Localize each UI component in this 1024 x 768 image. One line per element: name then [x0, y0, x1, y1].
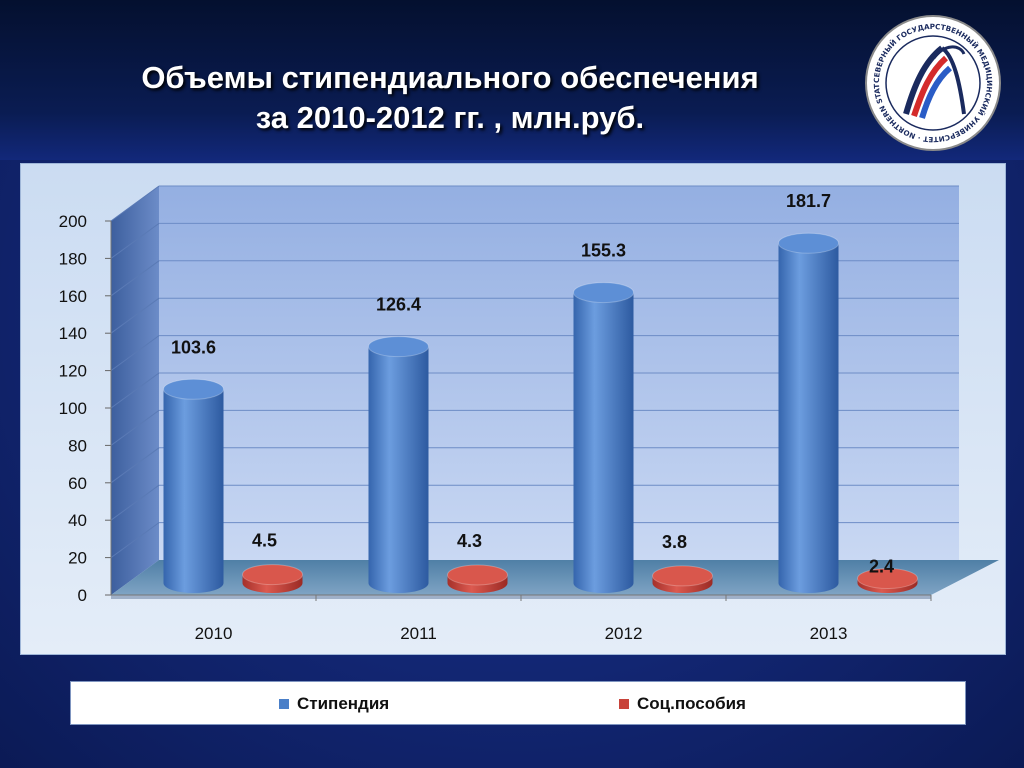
- gridline-side: [110, 222, 160, 259]
- bar-cylinder: [163, 389, 224, 593]
- gridline-side: [110, 335, 160, 372]
- chart-floor: [111, 560, 999, 595]
- gridline-side: [110, 522, 160, 559]
- y-tick-label: 0: [78, 586, 87, 605]
- data-label: 4.5: [252, 531, 277, 551]
- bar-chart: 0 20 40 60 80 100 120 140 160 180 200 2010 2011 2012 2…: [59, 185, 999, 643]
- data-label: 2.4: [869, 557, 894, 577]
- gridline-side: [110, 447, 160, 484]
- university-logo: СЕВЕРНЫЙ ГОСУДАРСТВЕННЫЙ МЕДИЦИНСКИЙ УНИ…: [864, 14, 1001, 151]
- legend-swatch-red: [619, 699, 629, 709]
- data-label: 155.3: [581, 241, 626, 261]
- gridline-side: [110, 185, 160, 222]
- legend-swatch-blue: [279, 699, 289, 709]
- gridline-side: [110, 297, 160, 334]
- bar-cylinder-top: [857, 568, 918, 590]
- legend-item-stipend: Стипендия: [279, 682, 389, 726]
- bar-cylinder-top: [163, 378, 224, 400]
- gridline-side: [110, 260, 160, 297]
- slide-title: Объемы стипендиального обеспечения за 20…: [60, 58, 840, 138]
- chart-panel: 0 20 40 60 80 100 120 140 160 180 200 2010 2011 2012 2…: [20, 163, 1006, 655]
- data-label: 3.8: [662, 532, 687, 552]
- bar-cylinder-top: [652, 565, 713, 587]
- y-tick-label: 200: [59, 212, 87, 231]
- y-tick-label: 140: [59, 324, 87, 343]
- bar-cylinder-top: [368, 336, 429, 358]
- bar-cylinder: [573, 292, 634, 593]
- legend-label-social: Соц.пособия: [637, 694, 746, 713]
- gridline-side: [110, 372, 160, 409]
- y-tick-label: 100: [59, 399, 87, 418]
- y-tick-label: 180: [59, 249, 87, 268]
- legend-item-social: Соц.пособия: [619, 682, 746, 726]
- title-line-2: за 2010-2012 гг. , млн.руб.: [255, 100, 645, 135]
- title-band: [0, 0, 1024, 160]
- chart-legend: Стипендия Соц.пособия: [70, 681, 966, 725]
- y-tick-label: 80: [68, 436, 87, 455]
- x-tick-label: 2012: [605, 624, 643, 643]
- bar-cylinder-top: [242, 564, 303, 586]
- data-label: 103.6: [171, 337, 216, 357]
- y-tick-label: 20: [68, 549, 87, 568]
- bar-cylinder: [368, 346, 429, 593]
- bar-cylinder-top: [447, 564, 508, 586]
- bar-cylinder: [778, 243, 839, 593]
- y-tick-label: 160: [59, 287, 87, 306]
- y-tick-label: 40: [68, 511, 87, 530]
- legend-label-stipend: Стипендия: [297, 694, 390, 713]
- bar-cylinder-top: [573, 282, 634, 304]
- data-label: 4.3: [457, 531, 482, 551]
- gridline-side: [110, 484, 160, 521]
- x-tick-label: 2010: [195, 624, 233, 643]
- gridline-side: [110, 409, 160, 446]
- x-tick-label: 2013: [810, 624, 848, 643]
- x-tick-label: 2011: [400, 624, 437, 643]
- bar-cylinder-top: [778, 232, 839, 254]
- y-tick-label: 120: [59, 362, 87, 381]
- data-label: 126.4: [376, 295, 421, 315]
- title-line-1: Объемы стипендиального обеспечения: [141, 60, 759, 95]
- data-label: 181.7: [786, 191, 831, 211]
- y-tick-label: 60: [68, 474, 87, 493]
